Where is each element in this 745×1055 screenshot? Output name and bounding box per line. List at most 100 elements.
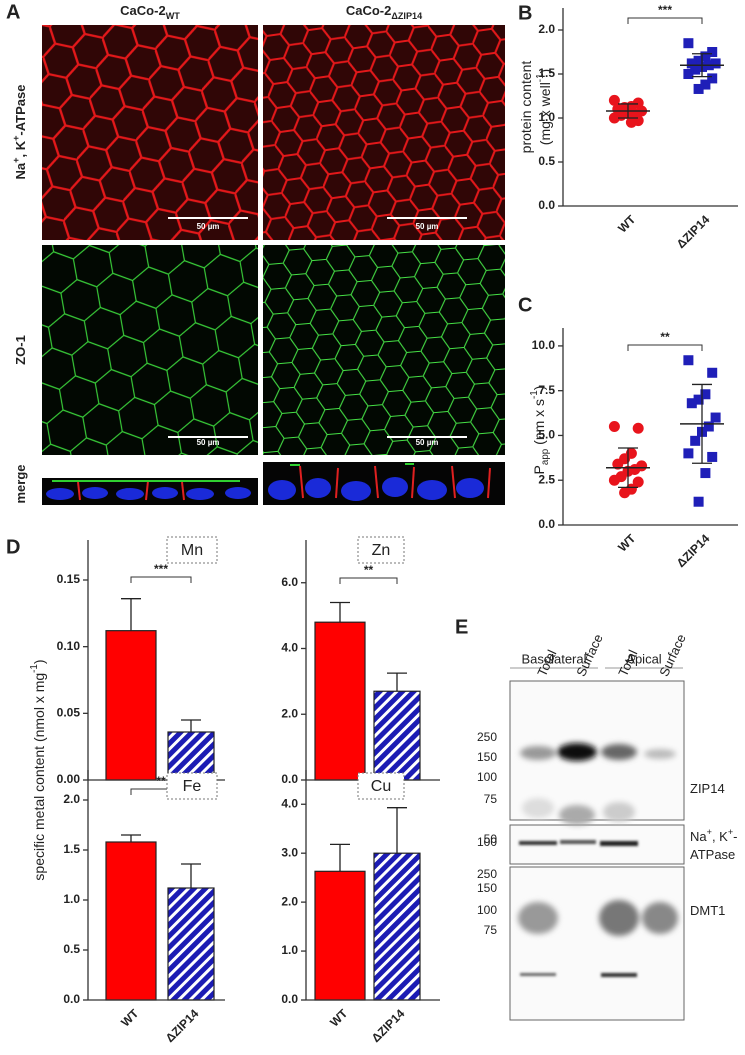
y-tick-label: 5.0: [538, 428, 555, 442]
y-axis-label: (mg x well-1): [535, 69, 553, 145]
text-part: +: [11, 158, 21, 163]
bar: [373, 690, 421, 781]
text-part: merge: [13, 464, 28, 503]
text-part: -1: [535, 73, 546, 82]
y-tick-label: 2.0: [538, 22, 555, 36]
data-point: [683, 69, 694, 79]
data-point: [612, 458, 624, 470]
x-tick-label: WT: [615, 531, 639, 555]
text-part: ZIP14: [690, 781, 725, 796]
text-part: protein content: [518, 61, 534, 154]
y-tick-label: 2.0: [63, 792, 80, 806]
data-point: [632, 476, 644, 488]
text-part: specific metal content (nmol x mg: [31, 673, 47, 881]
group-label: Basolateral: [521, 651, 586, 666]
y-tick-label: 2.5: [538, 472, 555, 486]
sd-bar: [618, 103, 638, 119]
mw-marker: 50: [484, 832, 498, 846]
micrograph: [263, 245, 505, 455]
mw-marker: 100: [477, 835, 497, 849]
sd-bar: [618, 447, 638, 489]
tight-junction-signal: [52, 463, 414, 482]
text-part: -1: [29, 664, 40, 673]
y-tick-label: 0.0: [63, 992, 80, 1006]
text-part: +: [707, 827, 712, 837]
text-part: P: [531, 465, 547, 474]
bands: [518, 743, 678, 936]
y-tick-label: 0.5: [63, 942, 80, 956]
y-tick-label: 0.00: [57, 772, 81, 786]
y-tick-label: 0.0: [281, 772, 298, 786]
data-point: [619, 487, 631, 499]
data-point: [683, 448, 694, 459]
group-label: Apical: [626, 651, 662, 666]
data-point: [693, 496, 704, 507]
data-point: [693, 394, 704, 405]
scale-bar-label: 50 µm: [197, 438, 220, 447]
data-point: [608, 421, 620, 432]
column-header: CaCo-2ΔZIP14: [346, 3, 423, 21]
data-point: [700, 79, 711, 90]
bar: [105, 841, 157, 1001]
chart-title: Cu: [371, 778, 391, 795]
micrograph: [42, 25, 258, 240]
chart-title: Fe: [183, 778, 202, 795]
text-part: +: [11, 136, 21, 141]
y-tick-label: 2.0: [281, 894, 298, 908]
micrograph: [263, 25, 505, 240]
text-part: Na: [13, 162, 28, 179]
text-part: ATPase: [690, 847, 735, 862]
data-point: [707, 47, 718, 57]
y-tick-label: 6.0: [281, 575, 298, 589]
chart-title: Zn: [372, 542, 391, 559]
error-bar: [330, 843, 350, 872]
y-tick-label: 0.0: [538, 517, 555, 531]
significance-label: **: [660, 330, 670, 344]
column-header: CaCo-2WT: [120, 3, 180, 21]
data-point: [700, 468, 711, 479]
y-tick-label: 0.05: [57, 706, 81, 720]
text-part: CaCo-2: [120, 3, 166, 18]
y-axis-label: protein content: [518, 61, 534, 154]
membrane-signal: [77, 465, 491, 501]
y-tick-label: 0.15: [57, 572, 81, 586]
text-part: ZO-1: [13, 335, 28, 365]
data-point: [632, 422, 644, 434]
blot-label: ZIP14: [690, 781, 725, 796]
error-bar: [181, 863, 201, 888]
mw-marker: 100: [477, 770, 497, 784]
text-part: -1: [529, 390, 540, 399]
x-tick-label: WT: [615, 212, 639, 236]
data-point: [693, 83, 704, 94]
legend-box: [166, 536, 218, 564]
y-tick-label: 0.0: [538, 198, 555, 212]
x-tick-label: WT: [327, 1006, 351, 1030]
data-point: [608, 474, 620, 486]
data-point: [700, 389, 711, 400]
mw-marker: 150: [477, 750, 497, 764]
legend-box: [166, 772, 218, 800]
x-tick-label: ΔZIP14: [369, 1006, 408, 1045]
scale-bar-label: 50 µm: [197, 222, 220, 231]
text-part: -: [733, 829, 737, 844]
data-point: [686, 398, 697, 409]
data-point: [608, 112, 620, 124]
data-point: [686, 58, 697, 69]
y-tick-label: 1.5: [63, 842, 80, 856]
y-tick-label: 0.5: [538, 154, 555, 168]
panel-label: B: [518, 2, 532, 24]
significance-label: **: [156, 774, 166, 788]
blot-label: Na+, K+-: [690, 827, 738, 844]
text-part: ΔZIP14: [391, 11, 423, 21]
significance-bracket: [130, 576, 192, 583]
text-part: WT: [166, 11, 181, 21]
text-part: (nm x s: [531, 399, 547, 449]
data-point: [707, 367, 718, 378]
significance-bracket: [339, 577, 398, 584]
y-tick-label: 10.0: [532, 338, 556, 352]
row-label: merge: [13, 464, 28, 503]
y-tick-label: 1.0: [63, 892, 80, 906]
mw-marker: 100: [477, 903, 497, 917]
panel-label: C: [518, 294, 532, 316]
